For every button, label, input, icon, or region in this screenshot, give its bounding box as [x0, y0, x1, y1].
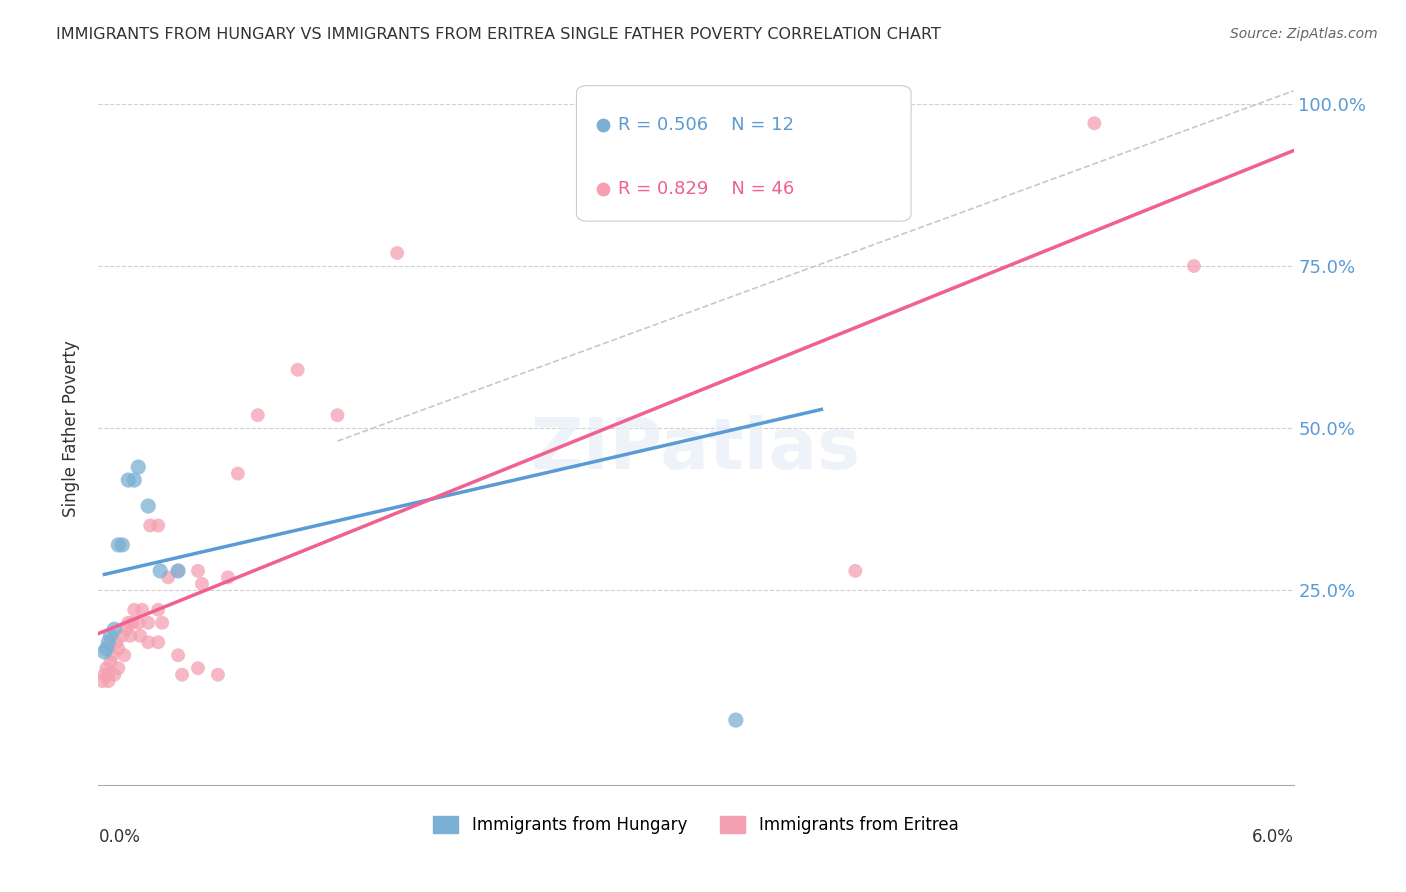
- Point: [287, 363, 309, 377]
- Point: [187, 564, 209, 578]
- Legend: Immigrants from Hungary, Immigrants from Eritrea: Immigrants from Hungary, Immigrants from…: [427, 809, 965, 841]
- Point: [115, 622, 138, 636]
- Point: [187, 661, 209, 675]
- Point: [150, 615, 173, 630]
- Point: [131, 603, 153, 617]
- Point: [93, 667, 115, 681]
- Point: [121, 615, 143, 630]
- Point: [139, 518, 162, 533]
- Point: [96, 641, 118, 656]
- Point: [136, 499, 159, 513]
- Text: IMMIGRANTS FROM HUNGARY VS IMMIGRANTS FROM ERITREA SINGLE FATHER POVERTY CORRELA: IMMIGRANTS FROM HUNGARY VS IMMIGRANTS FR…: [56, 27, 941, 42]
- Point: [326, 408, 349, 422]
- Point: [148, 635, 170, 649]
- Point: [1182, 259, 1205, 273]
- Point: [127, 460, 149, 475]
- Point: [101, 648, 124, 663]
- Point: [167, 564, 190, 578]
- Point: [103, 667, 125, 681]
- Point: [124, 473, 146, 487]
- Point: [724, 713, 747, 727]
- FancyBboxPatch shape: [576, 86, 911, 221]
- Point: [385, 246, 409, 260]
- Point: [91, 674, 114, 689]
- Point: [172, 667, 194, 681]
- Point: [148, 518, 170, 533]
- Text: ZIPatlas: ZIPatlas: [531, 415, 860, 484]
- Point: [191, 577, 214, 591]
- Point: [111, 538, 134, 552]
- Point: [107, 661, 129, 675]
- Point: [117, 615, 139, 630]
- Point: [120, 629, 142, 643]
- Y-axis label: Single Father Poverty: Single Father Poverty: [62, 340, 80, 516]
- Point: [124, 603, 146, 617]
- Text: Source: ZipAtlas.com: Source: ZipAtlas.com: [1230, 27, 1378, 41]
- Point: [167, 648, 190, 663]
- Point: [97, 667, 120, 681]
- Point: [97, 635, 120, 649]
- Point: [246, 408, 269, 422]
- Point: [98, 655, 122, 669]
- Point: [148, 603, 170, 617]
- Point: [207, 667, 229, 681]
- Text: R = 0.506    N = 12: R = 0.506 N = 12: [619, 116, 794, 134]
- Point: [136, 615, 159, 630]
- Point: [226, 467, 249, 481]
- Point: [127, 615, 149, 630]
- Point: [217, 570, 239, 584]
- Point: [167, 564, 190, 578]
- Point: [107, 538, 129, 552]
- Point: [157, 570, 180, 584]
- Point: [117, 473, 139, 487]
- Point: [105, 635, 128, 649]
- Point: [93, 645, 115, 659]
- Text: 0.0%: 0.0%: [98, 828, 141, 846]
- Point: [129, 629, 152, 643]
- Point: [103, 622, 125, 636]
- Point: [844, 564, 866, 578]
- Text: R = 0.829    N = 46: R = 0.829 N = 46: [619, 180, 794, 198]
- Point: [98, 629, 122, 643]
- Point: [149, 564, 172, 578]
- Point: [136, 635, 159, 649]
- Point: [111, 629, 134, 643]
- Point: [96, 661, 118, 675]
- Point: [112, 648, 135, 663]
- Point: [745, 149, 768, 163]
- Point: [1083, 116, 1105, 130]
- Point: [107, 641, 129, 656]
- Point: [97, 674, 120, 689]
- Text: 6.0%: 6.0%: [1251, 828, 1294, 846]
